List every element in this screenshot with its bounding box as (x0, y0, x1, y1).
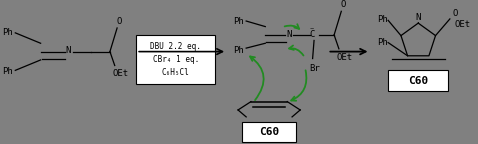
Text: C₆H₅Cl: C₆H₅Cl (162, 68, 190, 77)
Text: Ph: Ph (233, 17, 244, 25)
Text: O: O (452, 9, 457, 18)
Text: ⁻: ⁻ (309, 26, 315, 36)
Text: OEt: OEt (337, 53, 353, 62)
Text: N: N (415, 13, 421, 22)
Text: Br: Br (309, 64, 320, 73)
Text: Ph: Ph (378, 15, 388, 24)
Text: OEt: OEt (112, 69, 129, 78)
FancyBboxPatch shape (136, 35, 215, 84)
FancyBboxPatch shape (242, 122, 296, 142)
Text: N: N (65, 46, 71, 55)
Text: Ph: Ph (2, 67, 13, 76)
Text: O: O (340, 0, 346, 9)
Text: C60: C60 (259, 127, 279, 137)
Text: Ph: Ph (233, 46, 244, 55)
Text: Ph: Ph (378, 38, 388, 47)
Text: C60: C60 (408, 76, 428, 86)
Text: C: C (309, 30, 315, 39)
Text: DBU 2.2 eq.: DBU 2.2 eq. (150, 41, 201, 51)
Text: O: O (116, 17, 121, 25)
Text: Ph: Ph (2, 28, 13, 37)
Text: CBr₄ 1 eq.: CBr₄ 1 eq. (152, 55, 199, 64)
FancyBboxPatch shape (388, 70, 448, 91)
Text: OEt: OEt (455, 20, 471, 29)
Text: N: N (286, 30, 292, 39)
